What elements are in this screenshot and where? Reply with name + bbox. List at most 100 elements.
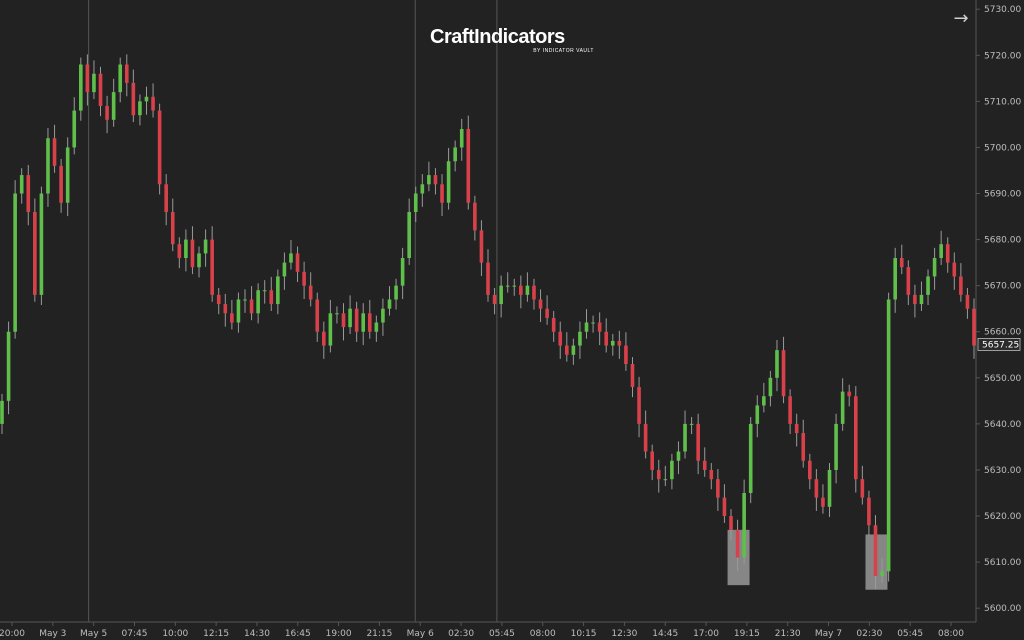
- candle-up: [118, 64, 123, 93]
- candle-down: [899, 258, 904, 268]
- candle-down: [52, 138, 57, 166]
- candle-down: [702, 460, 707, 470]
- candle-down: [190, 239, 195, 268]
- candle-down: [486, 262, 490, 295]
- candle-up: [13, 193, 17, 332]
- candle-down: [532, 285, 536, 300]
- candle-up: [262, 290, 267, 292]
- candle-up: [893, 258, 897, 300]
- candle-up: [0, 400, 4, 424]
- candle-down: [860, 479, 865, 498]
- candle-up: [79, 64, 83, 111]
- candle-down: [630, 363, 635, 388]
- candle-up: [197, 253, 201, 268]
- candle-down: [216, 294, 221, 305]
- highlight-zones: [727, 529, 888, 590]
- x-tick-label: 14:30: [244, 629, 270, 639]
- candle-down: [33, 211, 37, 295]
- candle-up: [525, 285, 530, 295]
- candle-up: [144, 96, 149, 102]
- candle-down: [473, 202, 477, 231]
- candle-down: [440, 184, 444, 203]
- candle-up: [827, 469, 832, 507]
- candle-up: [886, 299, 891, 572]
- candle-up: [328, 313, 333, 346]
- candle-up: [46, 138, 50, 194]
- candle-up: [689, 423, 694, 425]
- x-tick-label: 10:00: [162, 629, 188, 639]
- candle-down: [729, 516, 733, 530]
- y-tick-label: 5630.00: [984, 466, 1021, 476]
- x-tick-label: 17:00: [693, 629, 719, 639]
- candle-down: [821, 497, 825, 507]
- candle-up: [919, 294, 924, 305]
- candle-up: [926, 276, 930, 295]
- y-tick-label: 5700.00: [984, 143, 1021, 153]
- candle-down: [656, 469, 661, 480]
- x-tick-label: May 3: [39, 629, 66, 639]
- candle-up: [413, 193, 418, 212]
- candle-down: [597, 322, 602, 332]
- x-tick-label: 02:30: [856, 629, 882, 639]
- y-tick-label: 5730.00: [984, 5, 1021, 15]
- candle-down: [322, 331, 326, 346]
- y-tick-label: 5680.00: [984, 236, 1021, 246]
- y-tick-label: 5600.00: [984, 604, 1021, 614]
- candle-down: [85, 64, 90, 93]
- candle-up: [755, 405, 760, 424]
- candle-down: [433, 175, 438, 185]
- x-axis-labels: 20:00 May 3 May 5 07:45 10:00 12:15 14:30 16:45…: [0, 622, 964, 639]
- y-tick-label: 5670.00: [984, 282, 1021, 292]
- y-tick-label: 5620.00: [984, 512, 1021, 522]
- candle-up: [374, 322, 379, 332]
- candle-down: [604, 331, 609, 346]
- candle-down: [105, 105, 109, 120]
- candle-down: [873, 525, 878, 576]
- candle-up: [880, 571, 884, 576]
- candle-up: [19, 175, 24, 194]
- candle-up: [236, 299, 241, 323]
- candle-down: [131, 82, 136, 116]
- candle-up: [505, 285, 510, 287]
- candle-down: [853, 396, 858, 480]
- candle-up: [39, 193, 44, 295]
- candle-down: [959, 276, 963, 295]
- candle-up: [459, 129, 464, 148]
- candle-up: [243, 299, 247, 301]
- candle-up: [361, 313, 366, 332]
- x-tick-label: 05:45: [489, 629, 515, 639]
- arrow-right-icon[interactable]: →: [953, 8, 969, 29]
- candle-up: [584, 322, 589, 332]
- candle-up: [775, 350, 779, 378]
- candle-up: [420, 184, 425, 194]
- candle-up: [394, 285, 398, 300]
- candle-down: [735, 529, 740, 558]
- candle-up: [289, 253, 293, 263]
- candle-up: [840, 391, 845, 424]
- candle-down: [519, 285, 523, 295]
- candle-up: [348, 308, 352, 328]
- candle-up: [203, 239, 208, 254]
- candle-up: [446, 161, 451, 203]
- y-tick-label: 5690.00: [984, 190, 1021, 200]
- candle-down: [164, 184, 168, 212]
- candle-up: [453, 147, 457, 162]
- candle-up: [387, 299, 392, 309]
- candle-up: [591, 322, 595, 324]
- candle-down: [617, 340, 622, 346]
- x-tick-label: 14:45: [652, 629, 678, 639]
- candle-up: [138, 101, 142, 116]
- candle-down: [788, 396, 792, 424]
- candle-down: [479, 230, 484, 263]
- candle-down: [151, 96, 155, 111]
- candle-down: [538, 299, 543, 309]
- candle-up: [663, 479, 668, 481]
- y-tick-label: 5720.00: [984, 51, 1021, 61]
- candle-down: [801, 433, 806, 461]
- candle-up: [762, 396, 766, 406]
- candle-up: [335, 313, 339, 315]
- candle-up: [676, 451, 681, 461]
- candle-down: [722, 497, 727, 517]
